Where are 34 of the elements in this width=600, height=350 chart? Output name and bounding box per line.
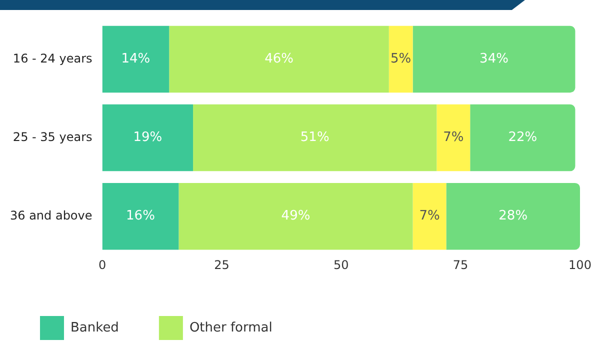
- bar: [178, 182, 413, 250]
- bar: [193, 104, 437, 172]
- bar: [102, 104, 194, 172]
- y-tick-label: 36 and above: [10, 208, 92, 222]
- data-label: 14%: [121, 52, 150, 67]
- bar: [446, 182, 580, 250]
- legend-label: Banked: [70, 320, 119, 336]
- bar: [470, 104, 576, 172]
- data-label: 46%: [264, 52, 294, 67]
- data-label: 7%: [419, 208, 440, 224]
- data-label: 16%: [126, 208, 155, 224]
- x-tick-label: 50: [333, 258, 349, 272]
- x-tick-label: 0: [98, 258, 106, 272]
- data-label: 34%: [480, 52, 508, 67]
- bar: [102, 26, 170, 93]
- data-label: 51%: [300, 130, 330, 146]
- bar: [436, 104, 470, 172]
- bar: [102, 182, 179, 250]
- bar: [388, 26, 413, 93]
- data-label: 19%: [133, 130, 162, 146]
- data-label: 28%: [498, 208, 528, 224]
- bar: [412, 26, 576, 93]
- x-tick-label: 100: [568, 258, 592, 272]
- x-tick-label: 25: [214, 258, 230, 272]
- data-label: 22%: [508, 130, 538, 146]
- data-label: 7%: [443, 130, 464, 146]
- legend-label: Other formal: [189, 320, 272, 336]
- x-tick-label: 75: [452, 258, 468, 272]
- y-tick-label: 25 - 35 years: [12, 130, 92, 144]
- data-label: 49%: [281, 208, 310, 224]
- y-tick-label: 16 - 24 years: [12, 51, 92, 66]
- data-label: 5%: [390, 52, 412, 67]
- bar: [412, 182, 446, 250]
- bar: [169, 26, 389, 93]
